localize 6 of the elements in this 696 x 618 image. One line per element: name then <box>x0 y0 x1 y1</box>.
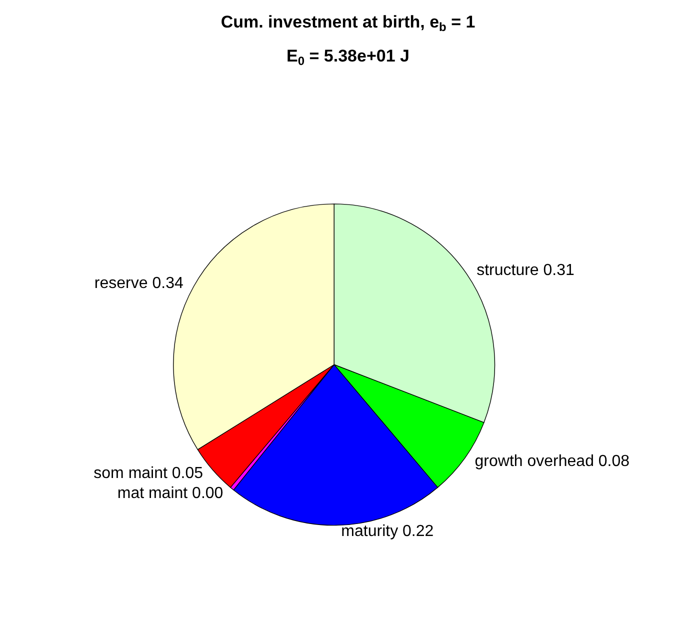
slice-label: structure 0.31 <box>476 262 575 279</box>
slice-label: mat maint 0.00 <box>117 484 224 502</box>
slice-label: growth overhead 0.08 <box>474 452 630 470</box>
slice-label: som maint 0.05 <box>94 465 204 482</box>
slice-label: reserve 0.34 <box>94 275 184 292</box>
slice-label: maturity 0.22 <box>341 522 434 540</box>
